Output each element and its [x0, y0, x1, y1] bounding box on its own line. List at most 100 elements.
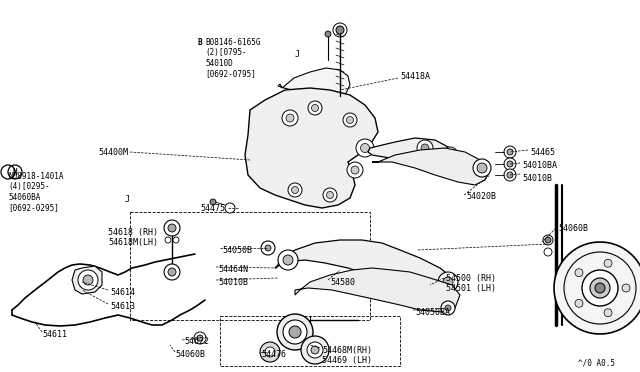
Circle shape	[575, 299, 583, 307]
Circle shape	[590, 278, 610, 298]
Circle shape	[604, 259, 612, 267]
Circle shape	[507, 172, 513, 178]
Text: 54050B: 54050B	[222, 246, 252, 255]
Circle shape	[582, 270, 618, 306]
Polygon shape	[372, 148, 490, 185]
Circle shape	[504, 158, 516, 170]
Circle shape	[326, 192, 333, 199]
Circle shape	[312, 105, 319, 112]
Polygon shape	[275, 240, 455, 295]
Circle shape	[477, 163, 487, 173]
Circle shape	[343, 113, 357, 127]
Circle shape	[622, 284, 630, 292]
Circle shape	[351, 166, 359, 174]
Circle shape	[604, 309, 612, 317]
Text: 54010BA: 54010BA	[522, 161, 557, 170]
Circle shape	[260, 342, 280, 362]
Circle shape	[347, 162, 363, 178]
Polygon shape	[278, 68, 350, 100]
Circle shape	[78, 270, 98, 290]
Circle shape	[346, 116, 353, 124]
Circle shape	[210, 199, 216, 205]
Text: 54613: 54613	[110, 302, 135, 311]
Text: 54618 (RH)
54618M(LH): 54618 (RH) 54618M(LH)	[108, 228, 158, 247]
Polygon shape	[245, 88, 378, 208]
Text: 54060B: 54060B	[558, 224, 588, 233]
Circle shape	[545, 237, 551, 243]
Text: J: J	[125, 195, 130, 204]
Text: 54614: 54614	[110, 288, 135, 297]
Circle shape	[323, 188, 337, 202]
Circle shape	[301, 336, 329, 364]
Circle shape	[575, 269, 583, 277]
Text: 54400M: 54400M	[98, 148, 128, 157]
Circle shape	[261, 241, 275, 255]
Circle shape	[307, 342, 323, 358]
Circle shape	[507, 149, 513, 155]
Circle shape	[543, 235, 553, 245]
Circle shape	[421, 144, 429, 152]
Polygon shape	[295, 268, 460, 312]
Circle shape	[544, 248, 552, 256]
Text: 54020B: 54020B	[466, 192, 496, 201]
Circle shape	[325, 31, 331, 37]
Circle shape	[282, 110, 298, 126]
Circle shape	[417, 140, 433, 156]
Text: B: B	[198, 38, 202, 46]
Circle shape	[265, 245, 271, 251]
Text: 54468M(RH)
54469 (LH): 54468M(RH) 54469 (LH)	[322, 346, 372, 365]
Circle shape	[595, 283, 605, 293]
Circle shape	[311, 346, 319, 354]
Polygon shape	[368, 138, 455, 175]
Text: 54500 (RH)
54501 (LH): 54500 (RH) 54501 (LH)	[446, 274, 496, 294]
Text: J: J	[295, 50, 300, 59]
Circle shape	[194, 332, 206, 344]
Circle shape	[442, 147, 458, 163]
Circle shape	[83, 275, 93, 285]
Polygon shape	[72, 266, 102, 294]
Circle shape	[283, 320, 307, 344]
Circle shape	[197, 335, 203, 341]
Bar	[220, 316, 400, 366]
Text: 54580: 54580	[330, 278, 355, 287]
Text: B08146-6165G
(2)[0795-
54010D
[0692-0795]: B08146-6165G (2)[0795- 54010D [0692-0795…	[205, 38, 260, 78]
Text: 54476: 54476	[261, 350, 286, 359]
Circle shape	[289, 326, 301, 338]
Circle shape	[165, 237, 171, 243]
Text: 54464N: 54464N	[218, 265, 248, 274]
Text: 54060B: 54060B	[175, 350, 205, 359]
Circle shape	[288, 183, 302, 197]
Text: ^/0 A0.5: ^/0 A0.5	[578, 358, 615, 367]
Circle shape	[504, 169, 516, 181]
Circle shape	[356, 139, 374, 157]
Circle shape	[438, 272, 458, 292]
Circle shape	[291, 186, 298, 193]
Text: 54010B: 54010B	[218, 278, 248, 287]
Circle shape	[277, 314, 313, 350]
Text: 54622: 54622	[184, 337, 209, 346]
Circle shape	[225, 203, 235, 213]
Circle shape	[507, 161, 513, 167]
Circle shape	[504, 146, 516, 158]
Text: 54050BA: 54050BA	[415, 308, 450, 317]
Circle shape	[278, 250, 298, 270]
Text: 54010B: 54010B	[522, 174, 552, 183]
Text: 54611: 54611	[42, 330, 67, 339]
Circle shape	[473, 159, 491, 177]
Circle shape	[308, 101, 322, 115]
Circle shape	[168, 268, 176, 276]
Text: 54475: 54475	[200, 204, 225, 213]
Circle shape	[265, 347, 275, 357]
Circle shape	[360, 144, 369, 153]
Text: N: N	[13, 167, 17, 176]
Circle shape	[164, 220, 180, 236]
Circle shape	[168, 224, 176, 232]
Circle shape	[283, 255, 293, 265]
Text: N08918-1401A
(4)[0295-
54060BA
[0692-0295]: N08918-1401A (4)[0295- 54060BA [0692-029…	[8, 172, 63, 212]
Bar	[130, 212, 370, 320]
Circle shape	[445, 305, 451, 311]
Text: 54465: 54465	[530, 148, 555, 157]
Circle shape	[554, 242, 640, 334]
Circle shape	[443, 277, 453, 287]
Circle shape	[164, 264, 180, 280]
